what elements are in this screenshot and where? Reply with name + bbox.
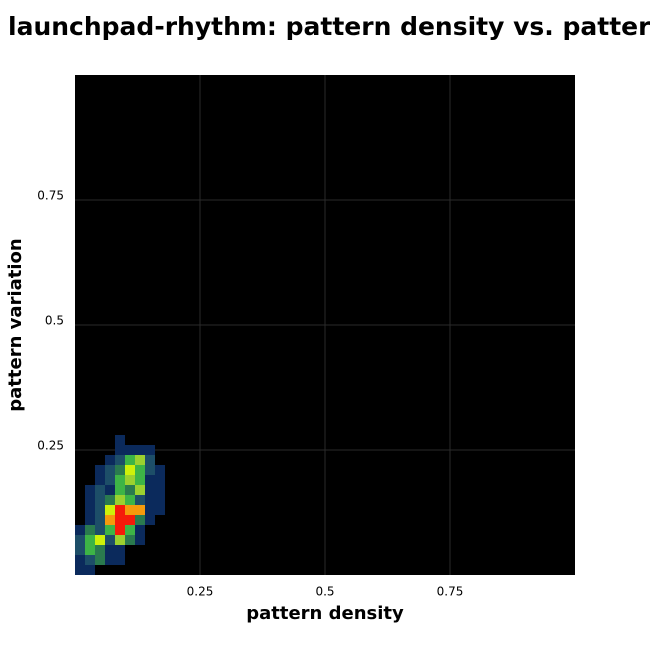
heatmap-cell bbox=[115, 495, 125, 505]
heatmap-cell bbox=[85, 485, 95, 495]
heatmap-cell bbox=[145, 445, 155, 455]
heatmap-cell bbox=[85, 565, 95, 575]
x-tick-label: 0.5 bbox=[315, 585, 334, 599]
heatmap-cell bbox=[135, 485, 145, 495]
heatmap-cell bbox=[85, 525, 95, 535]
heatmap-cell bbox=[145, 475, 155, 485]
heatmap-cell bbox=[135, 495, 145, 505]
heatmap-cell bbox=[125, 485, 135, 495]
heatmap-cell bbox=[125, 445, 135, 455]
heatmap-cell bbox=[125, 525, 135, 535]
heatmap-cell bbox=[145, 515, 155, 525]
heatmap-cell bbox=[85, 495, 95, 505]
heatmap-cell bbox=[145, 455, 155, 465]
heatmap-cell bbox=[125, 515, 135, 525]
heatmap-cell bbox=[135, 535, 145, 545]
heatmap-cell bbox=[145, 505, 155, 515]
heatmap-cell bbox=[105, 545, 115, 555]
heatmap-cell bbox=[125, 455, 135, 465]
heatmap-cell bbox=[125, 495, 135, 505]
heatmap-cell bbox=[85, 535, 95, 545]
heatmap-cell bbox=[115, 515, 125, 525]
heatmap-cell bbox=[95, 505, 105, 515]
heatmap-cell bbox=[85, 515, 95, 525]
heatmap-cell bbox=[95, 525, 105, 535]
heatmap-cell bbox=[105, 505, 115, 515]
heatmap-cell bbox=[95, 485, 105, 495]
heatmap-cell bbox=[135, 515, 145, 525]
heatmap-cell bbox=[115, 505, 125, 515]
heatmap-cell bbox=[75, 545, 85, 555]
heatmap-cell bbox=[125, 465, 135, 475]
heatmap-cell bbox=[155, 505, 165, 515]
heatmap-cell bbox=[115, 455, 125, 465]
y-tick-label: 0.5 bbox=[45, 314, 64, 328]
heatmap-cell bbox=[95, 545, 105, 555]
heatmap-cell bbox=[105, 555, 115, 565]
heatmap-cell bbox=[135, 455, 145, 465]
heatmap-cell bbox=[105, 525, 115, 535]
heatmap-cell bbox=[115, 435, 125, 445]
heatmap-cell bbox=[135, 445, 145, 455]
heatmap-cell bbox=[95, 515, 105, 525]
heatmap-cell bbox=[75, 535, 85, 545]
heatmap-cell bbox=[75, 555, 85, 565]
heatmap-cell bbox=[145, 495, 155, 505]
x-axis-label: pattern density bbox=[246, 603, 404, 624]
y-axis-label: pattern variation bbox=[5, 238, 26, 411]
heatmap-cell bbox=[115, 545, 125, 555]
heatmap-cell bbox=[115, 475, 125, 485]
heatmap-cell bbox=[105, 515, 115, 525]
heatmap-cell bbox=[115, 445, 125, 455]
heatmap-cell bbox=[105, 465, 115, 475]
heatmap-cell bbox=[115, 525, 125, 535]
heatmap-cell bbox=[135, 525, 145, 535]
heatmap-cell bbox=[135, 465, 145, 475]
heatmap-cell bbox=[115, 535, 125, 545]
heatmap-cell bbox=[85, 555, 95, 565]
heatmap-cell bbox=[95, 495, 105, 505]
heatmap-cell bbox=[115, 555, 125, 565]
heatmap-cell bbox=[75, 525, 85, 535]
heatmap-cell bbox=[135, 475, 145, 485]
x-tick-label: 0.75 bbox=[437, 585, 464, 599]
heatmap-cell bbox=[95, 475, 105, 485]
heatmap-cell bbox=[105, 535, 115, 545]
chart-title: launchpad-rhythm: pattern density vs. pa… bbox=[8, 12, 650, 41]
heatmap-cell bbox=[105, 475, 115, 485]
heatmap-cell bbox=[125, 535, 135, 545]
heatmap-cell bbox=[105, 495, 115, 505]
heatmap-cell bbox=[115, 465, 125, 475]
y-tick-label: 0.25 bbox=[37, 439, 64, 453]
heatmap-cell bbox=[125, 475, 135, 485]
heatmap-cell bbox=[155, 475, 165, 485]
heatmap-cell bbox=[105, 455, 115, 465]
heatmap-cell bbox=[145, 485, 155, 495]
heatmap-cell bbox=[145, 465, 155, 475]
heatmap-cell bbox=[85, 505, 95, 515]
heatmap-cell bbox=[95, 555, 105, 565]
x-tick-label: 0.25 bbox=[187, 585, 214, 599]
heatmap-cell bbox=[155, 485, 165, 495]
heatmap-cell bbox=[125, 505, 135, 515]
heatmap-cell bbox=[75, 565, 85, 575]
heatmap-cell bbox=[95, 535, 105, 545]
heatmap-cell bbox=[155, 465, 165, 475]
heatmap-cell bbox=[115, 485, 125, 495]
heatmap-cell bbox=[85, 545, 95, 555]
heatmap-cell bbox=[135, 505, 145, 515]
heatmap-cell bbox=[95, 465, 105, 475]
heatmap-cell bbox=[105, 485, 115, 495]
y-tick-label: 0.75 bbox=[37, 189, 64, 203]
heatmap-cell bbox=[155, 495, 165, 505]
